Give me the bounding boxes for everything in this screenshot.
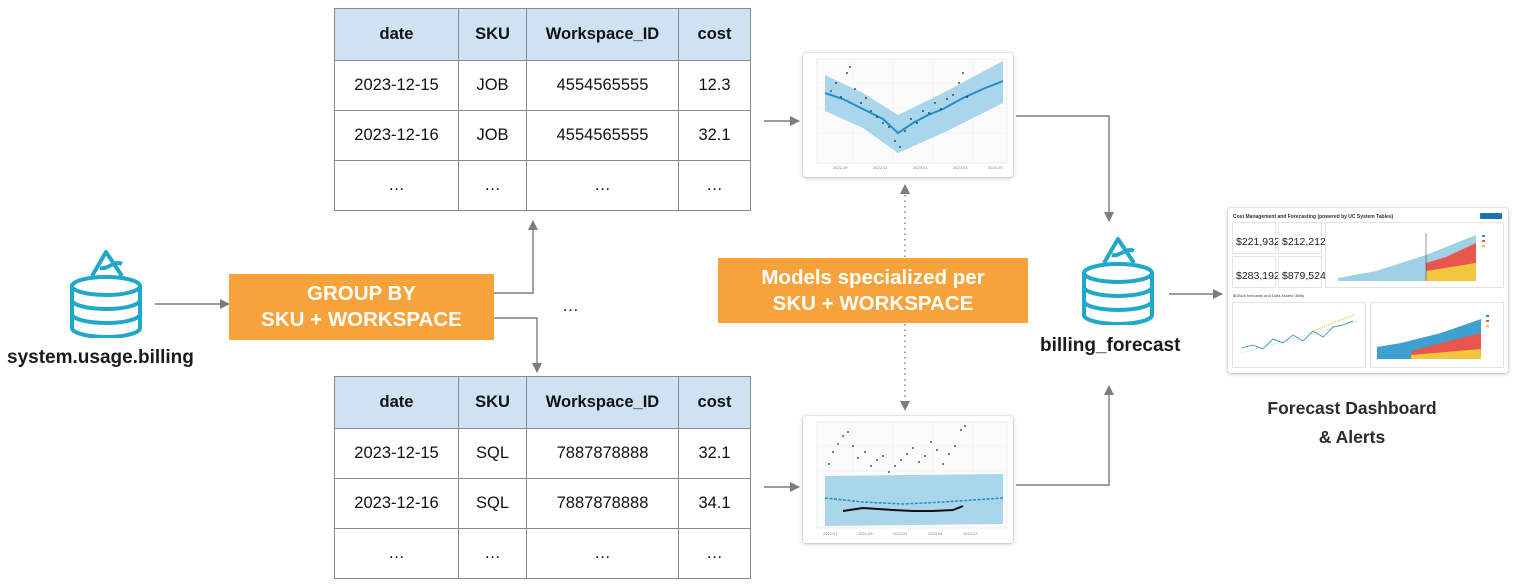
table-cell: 7887878888 [526, 428, 679, 479]
caption-line2: & Alerts [1318, 427, 1386, 447]
arrow-groupby-to-top-table [494, 220, 538, 294]
table-row: 2023-12-16 JOB 4554565555 32.1 [334, 110, 751, 161]
kpi-value: $283,192 [1236, 270, 1280, 282]
forecast-table-label: billing_forecast [1040, 335, 1181, 356]
group-by-line1: GROUP BY [307, 282, 416, 305]
table-cell: … [678, 528, 751, 579]
dashboard-section-title: $DBUs forecasts and Data Assets Utility [1233, 293, 1305, 298]
column-header: date [334, 8, 459, 61]
models-line2: SKU + WORKSPACE [772, 291, 974, 315]
delta-table-icon [1082, 237, 1154, 325]
svg-text:2023-01: 2023-01 [913, 166, 928, 170]
kpi-value: $879,524 [1282, 270, 1326, 282]
table-cell: 2023-12-15 [334, 428, 459, 479]
arrow-top-plot-to-forecast [1016, 115, 1114, 222]
table-cell: SQL [458, 478, 527, 529]
kpi-card: $879,524 [1278, 256, 1326, 288]
dashboard-action-button [1480, 213, 1502, 219]
table-row: 2023-12-15 JOB 4554565555 12.3 [334, 60, 751, 111]
arrow-groupby-to-bottom-table [494, 317, 542, 373]
actuals-line [842, 505, 964, 512]
table-cell: 32.1 [678, 110, 751, 161]
kpi-card: $283,192 [1232, 256, 1280, 288]
kpi-value: $212,212 [1282, 236, 1326, 248]
svg-text:2023-07: 2023-07 [963, 532, 978, 536]
observed-points [830, 66, 968, 148]
cumulative-cost-panel [1325, 222, 1504, 288]
table-cell: 2023-12-15 [334, 60, 459, 111]
svg-text:2023-01: 2023-01 [893, 532, 908, 536]
svg-text:2023-05: 2023-05 [988, 166, 1003, 170]
column-header: date [334, 376, 459, 429]
caption-line1: Forecast Dashboard [1267, 398, 1437, 418]
table-cell: … [678, 160, 751, 211]
dashboard-caption: Forecast Dashboard & Alerts [1232, 394, 1472, 452]
forecast-line-panel [1232, 302, 1366, 368]
arrow-bottom-plot-to-forecast [1016, 385, 1114, 486]
kpi-card: $221,932 [1232, 222, 1280, 254]
svg-text:2022-07: 2022-07 [823, 532, 838, 536]
table-cell: 34.1 [678, 478, 751, 529]
table-cell: JOB [458, 110, 527, 161]
svg-text:2022-11: 2022-11 [873, 166, 888, 170]
column-header: Workspace_ID [526, 8, 679, 61]
table-cell: JOB [458, 60, 527, 111]
table-cell: SQL [458, 428, 527, 479]
table-cell: 7887878888 [526, 478, 679, 529]
models-specialized-box: Models specialized per SKU + WORKSPACE [718, 258, 1028, 323]
table-row: 2023-12-15 SQL 7887878888 32.1 [334, 428, 751, 479]
forecast-line [824, 80, 1004, 135]
kpi-value: $221,932 [1236, 236, 1280, 248]
table-cell: … [526, 528, 679, 579]
uncertainty-band [825, 61, 1003, 153]
dashboard-title: Cost Management and Forecasting (powered… [1233, 214, 1394, 220]
stacked-bar-chart [1377, 315, 1489, 359]
table-cell: 2023-12-16 [334, 110, 459, 161]
table-cell: … [334, 528, 459, 579]
bottom-forecast-chart: 2022-07 2022-09 2023-01 2023-04 2023-07 [816, 421, 1008, 536]
table-cell: 12.3 [678, 60, 751, 111]
forecast-line-chart [1240, 314, 1359, 354]
table-row: … … … … [334, 528, 751, 579]
column-header: cost [678, 376, 751, 429]
kpi-card: $212,212 [1278, 222, 1326, 254]
bottom-forecast-plot: 2022-07 2022-09 2023-01 2023-04 2023-07 [803, 416, 1013, 543]
models-line1: Models specialized per [761, 265, 985, 289]
table-cell: … [458, 160, 527, 211]
svg-text:2023-04: 2023-04 [928, 532, 943, 536]
svg-text:2022-09: 2022-09 [833, 166, 848, 170]
table-cell: 4554565555 [526, 110, 679, 161]
svg-text:2023-03: 2023-03 [953, 166, 968, 170]
table-row: 2023-12-16 SQL 7887878888 34.1 [334, 478, 751, 529]
group-by-box: GROUP BY SKU + WORKSPACE [229, 274, 494, 340]
delta-table-icon [70, 250, 142, 338]
table-cell: 2023-12-16 [334, 478, 459, 529]
table-cell: 4554565555 [526, 60, 679, 111]
source-table-label: system.usage.billing [7, 347, 194, 368]
stacked-bar-panel [1370, 302, 1504, 368]
svg-text:2022-09: 2022-09 [858, 532, 873, 536]
table-cell: 32.1 [678, 428, 751, 479]
observed-points [828, 425, 966, 473]
table-cell: … [526, 160, 679, 211]
table-row: … … … … [334, 160, 751, 211]
stacked-area-chart [1338, 233, 1485, 281]
group-by-line2: SKU + WORKSPACE [261, 308, 462, 331]
column-header: Workspace_ID [526, 376, 679, 429]
column-header: SKU [458, 376, 527, 429]
column-header: cost [678, 8, 751, 61]
column-header: SKU [458, 8, 527, 61]
table-cell: … [458, 528, 527, 579]
more-groups-ellipsis: … [562, 296, 579, 315]
uncertainty-band [825, 474, 1003, 526]
top-forecast-chart: 2022-09 2022-11 2023-01 2023-03 2023-05 [816, 58, 1008, 170]
top-forecast-plot: 2022-09 2022-11 2023-01 2023-03 2023-05 [803, 53, 1013, 177]
table-cell: … [334, 160, 459, 211]
forecast-line [824, 497, 1004, 505]
top-group-table: date SKU Workspace_ID cost 2023-12-15 JO… [334, 8, 751, 211]
bottom-group-table: date SKU Workspace_ID cost 2023-12-15 SQ… [334, 376, 751, 579]
forecast-dashboard-thumbnail: Cost Management and Forecasting (powered… [1228, 208, 1508, 373]
